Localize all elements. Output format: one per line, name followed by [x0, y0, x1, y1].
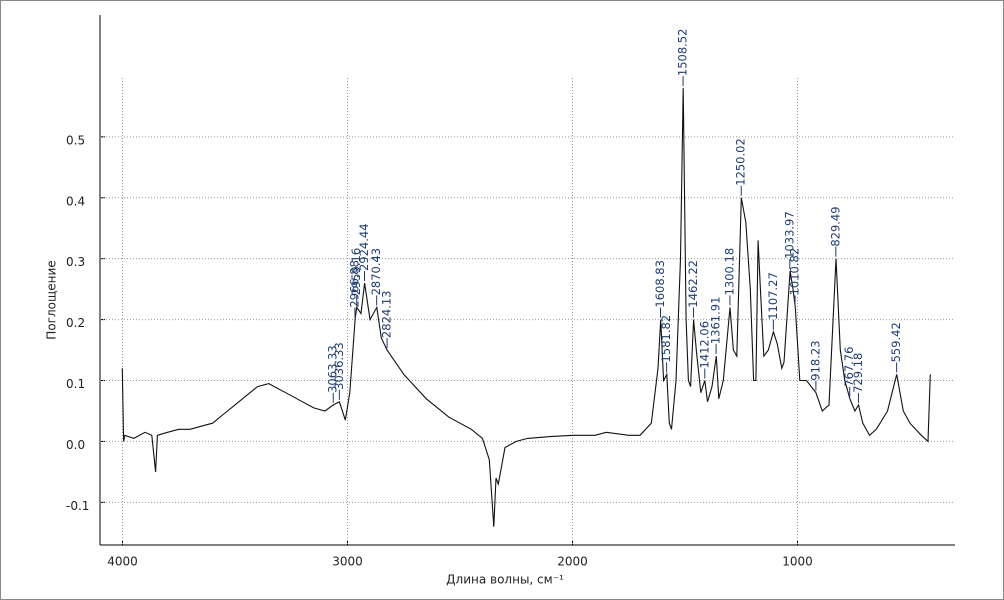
x-tick-label: 4000: [107, 555, 138, 569]
y-tick-label: 0.5: [66, 133, 85, 147]
y-tick-label: 0.1: [66, 377, 85, 391]
peak-label: 767.76: [842, 347, 856, 387]
peak-label: 1462.22: [686, 260, 700, 308]
peak-label: 829.49: [828, 206, 842, 246]
peak-label: 2870.43: [369, 248, 383, 296]
y-tick-label: 0.2: [66, 316, 85, 330]
peak-label: 2924.44: [357, 223, 371, 271]
peak-label: 3063.33: [326, 345, 340, 393]
y-tick-label: 0.4: [66, 194, 85, 208]
x-axis-label: Длина волны, см⁻¹: [446, 573, 564, 587]
y-tick-label: 0.0: [66, 438, 85, 452]
peak-label: 1010.82: [788, 248, 802, 296]
x-tick-label: 3000: [332, 555, 363, 569]
peak-label: 2824.13: [380, 290, 394, 338]
peak-label: 1508.52: [676, 29, 690, 77]
y-axis-label: Поглощение: [45, 260, 59, 339]
y-tick-label: -0.1: [66, 499, 89, 513]
peak-label: 559.42: [889, 322, 903, 362]
peak-label: 918.23: [808, 340, 822, 380]
peak-label: 1412.06: [697, 321, 711, 369]
x-tick-label: 1000: [782, 555, 813, 569]
spectrum-line: [121, 88, 931, 527]
peak-label: 3036.33: [332, 342, 346, 390]
peak-label: 1107.27: [766, 272, 780, 320]
x-tick-label: 2000: [557, 555, 588, 569]
peak-label: 2959.16: [349, 248, 363, 296]
peak-label: 729.18: [851, 353, 865, 393]
peak-label: 1300.18: [722, 248, 736, 296]
peak-label: 1250.02: [734, 138, 748, 186]
peak-label: 1033.97: [782, 211, 796, 259]
peak-label: 1581.82: [659, 315, 673, 363]
peak-label: 2966.88: [347, 260, 361, 308]
y-tick-label: 0.3: [66, 255, 85, 269]
peak-label: 1608.83: [653, 260, 667, 308]
peak-label: 1361.91: [709, 297, 723, 345]
